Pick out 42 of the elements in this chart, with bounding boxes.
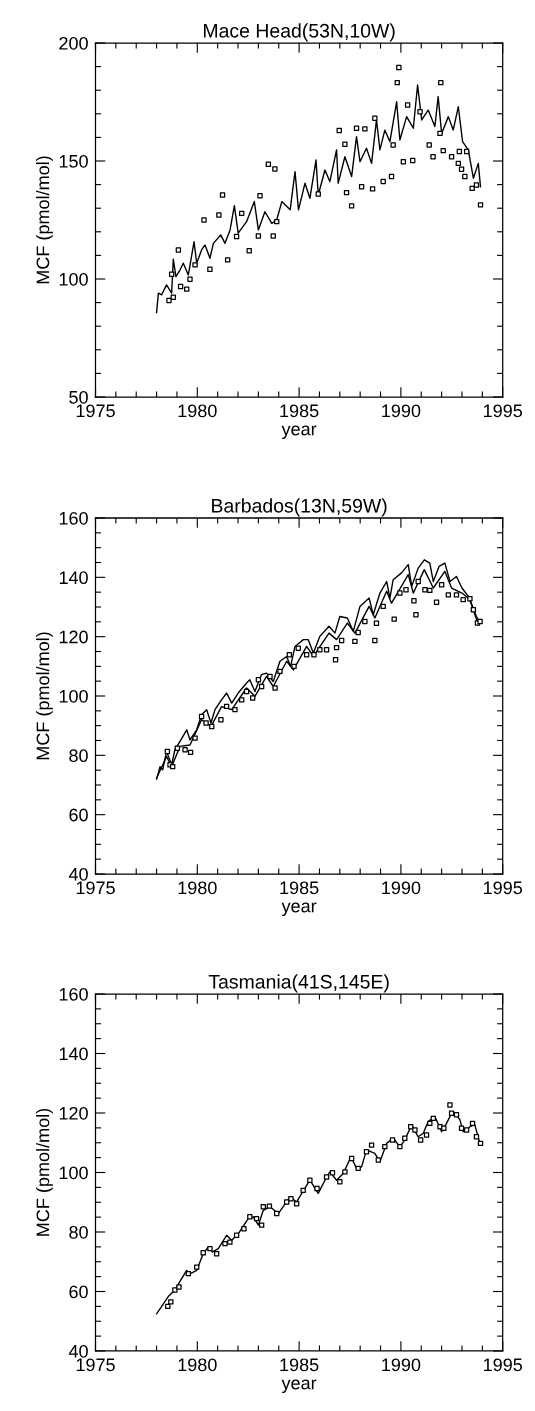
- y-tick-label: 40: [68, 867, 88, 881]
- chart-title: Mace Head(53N,10W): [203, 23, 395, 42]
- x-tick-label: 1980: [178, 404, 217, 418]
- y-tick-label: 120: [59, 630, 88, 644]
- y-tick-label: 100: [59, 272, 88, 286]
- y-tick-label: 160: [59, 987, 88, 1001]
- y-tick-label: 140: [59, 571, 88, 585]
- y-tick-label: 100: [59, 689, 88, 703]
- x-tick-label: 1990: [382, 1358, 421, 1372]
- y-axis-title: MCF (pmol/mol): [36, 632, 53, 760]
- y-tick-label: 60: [69, 1285, 88, 1299]
- x-tick-label: 1975: [76, 881, 115, 895]
- y-tick-label: 40: [68, 1344, 88, 1358]
- x-axis-title: year: [281, 1379, 317, 1393]
- y-tick-label: 160: [59, 511, 88, 525]
- x-tick-label: 1985: [280, 881, 319, 895]
- y-tick-label: 150: [59, 154, 88, 168]
- y-tick-label: 200: [59, 36, 88, 50]
- chart-title: Barbados(13N,59W): [212, 498, 387, 517]
- x-tick-label: 1995: [484, 1358, 523, 1372]
- x-tick-label: 1990: [382, 404, 421, 418]
- y-tick-label: 60: [69, 808, 88, 822]
- y-tick-label: 50: [69, 390, 88, 404]
- x-tick-label: 1995: [484, 881, 523, 895]
- y-tick-label: 140: [59, 1047, 88, 1061]
- x-tick-label: 1975: [76, 404, 115, 418]
- chart-title: Tasmania(41S,145E): [208, 974, 389, 993]
- x-tick-label: 1975: [76, 1358, 115, 1372]
- y-axis-title: MCF (pmol/mol): [36, 1108, 53, 1236]
- x-tick-label: 1990: [382, 881, 421, 895]
- x-axis-title: year: [281, 425, 317, 439]
- y-tick-label: 100: [59, 1166, 88, 1180]
- x-tick-label: 1980: [178, 881, 217, 895]
- x-axis-title: year: [281, 902, 317, 916]
- y-tick-label: 80: [69, 1225, 88, 1239]
- x-tick-label: 1985: [280, 404, 319, 418]
- x-tick-label: 1995: [484, 404, 523, 418]
- x-tick-label: 1980: [178, 1358, 217, 1372]
- x-tick-label: 1985: [280, 1358, 319, 1372]
- y-tick-label: 120: [59, 1106, 88, 1120]
- y-tick-label: 80: [69, 749, 88, 763]
- y-axis-title: MCF (pmol/mol): [36, 156, 53, 284]
